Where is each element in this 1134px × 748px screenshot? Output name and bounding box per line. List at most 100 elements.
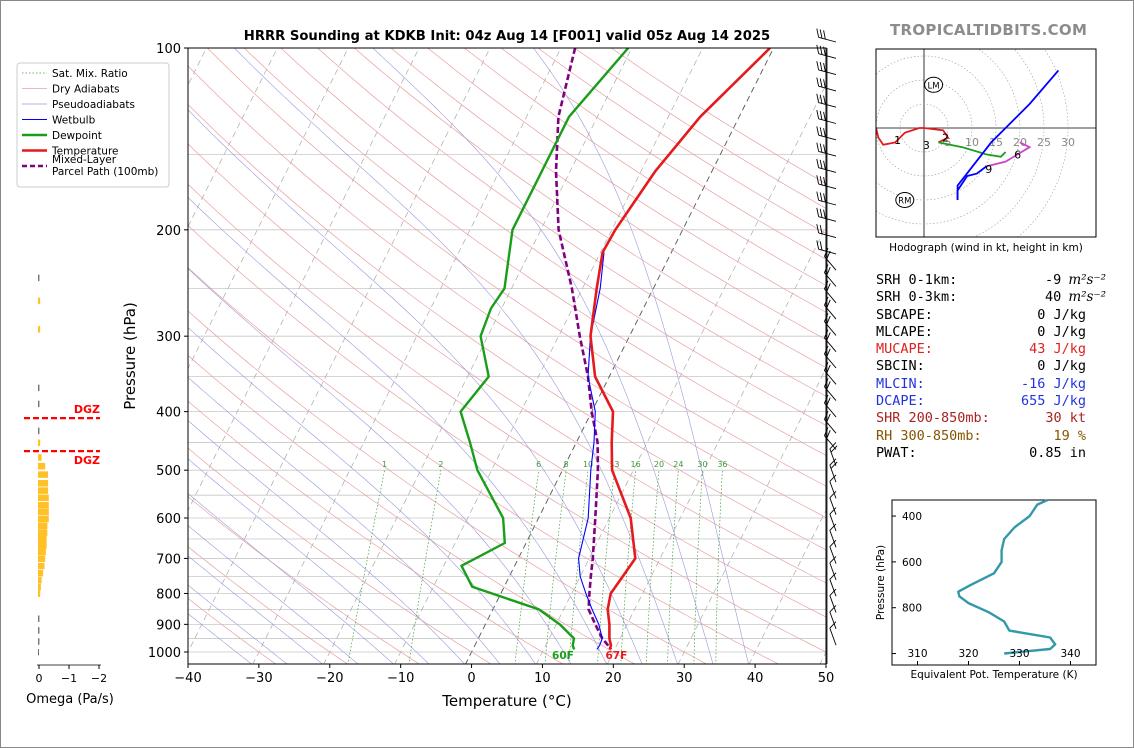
barb-flag [816, 175, 820, 185]
dry-adiabat [188, 447, 492, 664]
barb-flag [826, 381, 831, 390]
barb-flag [816, 109, 820, 119]
barb-flag [824, 362, 829, 371]
isotherm-line [536, 84, 826, 664]
barb-flag [823, 95, 826, 105]
barb-flag [826, 413, 831, 423]
mixing-ratio-line [568, 470, 589, 664]
barb-flag [826, 250, 831, 260]
theta-e-x-label: Equivalent Pot. Temperature (K) [910, 669, 1077, 681]
isotherm-line [188, 48, 420, 512]
barb-flag [819, 224, 823, 234]
mixing-ratio-label: 8 [564, 460, 569, 469]
barb-flag [826, 364, 831, 374]
wind-barb [829, 507, 837, 532]
dry-adiabat [188, 400, 564, 664]
wind-barb [824, 345, 837, 369]
barb-flag [816, 77, 820, 87]
dry-adiabat [390, 48, 826, 341]
stat-label: MLCAPE: [876, 323, 933, 340]
barb-flag [830, 461, 838, 469]
barb-flag [829, 490, 837, 499]
stat-row: RH 300-850mb: 19 % [876, 428, 1106, 445]
omega-bar [38, 570, 44, 577]
wind-barb [829, 572, 837, 597]
stat-row: MUCAPE: 43 J/kg [876, 341, 1106, 358]
theta-e-y-tick-label: 800 [902, 603, 922, 615]
barb-flag [816, 142, 820, 152]
barb-flag [819, 241, 823, 251]
barb-flag [823, 111, 826, 121]
dry-adiabat [353, 48, 826, 368]
barb-flag [819, 127, 823, 137]
barb-flag [829, 605, 837, 613]
moist-adiabat [188, 555, 323, 664]
wind-barb [824, 313, 837, 336]
omega-bar [38, 577, 42, 584]
barb-flag [829, 572, 837, 580]
hodo-height-label: 9 [985, 163, 992, 176]
y-tick-label: 800 [156, 587, 181, 602]
y-tick-label: 200 [156, 224, 181, 239]
hodo-height-label: 2 [942, 132, 949, 145]
wind-barb [824, 411, 837, 434]
barb-flag [816, 224, 820, 234]
omega-axis-label: Omega (Pa/s) [26, 692, 114, 707]
omega-bar [38, 384, 40, 392]
theta-e-x-tick-label: 340 [1060, 648, 1080, 660]
barb-flag [824, 329, 829, 339]
barb-flag [826, 299, 831, 309]
dry-adiabat [188, 183, 826, 618]
barb-flag [819, 45, 823, 55]
hodo-trace [876, 127, 950, 146]
barb-flag [824, 427, 829, 436]
barb-flag [823, 193, 826, 203]
wind-barb [816, 224, 837, 239]
legend-label: Wetbulb [52, 115, 96, 127]
omega-bar [38, 615, 40, 622]
omega-bar [38, 548, 46, 556]
legend: Sat. Mix. Ratio Dry Adiabats Pseudoadiabat… [16, 62, 170, 188]
mixing-ratio-line [347, 470, 385, 664]
wind-barb [824, 427, 837, 450]
x-tick-label: −30 [245, 671, 272, 686]
omega-bar [38, 427, 40, 435]
hodo-ring-label: 25 [1037, 136, 1051, 149]
wind-barb [824, 296, 837, 320]
barb-flag [824, 345, 829, 355]
stat-value: 40 m²s⁻² [1045, 289, 1106, 306]
wind-barb [829, 474, 837, 499]
barb-shaft [829, 497, 837, 515]
omega-bar [38, 439, 41, 447]
wind-barb [816, 240, 837, 255]
hodo-caption: Hodograph (wind in kt, height in km) [889, 242, 1083, 254]
hodo-height-label: 1 [894, 134, 901, 147]
mixing-ratio-label: 16 [631, 460, 641, 469]
theta-e-x-tick-label: 330 [1009, 648, 1029, 660]
stat-label: SHR 200-850mb: [876, 410, 990, 427]
chart-title: HRRR Sounding at KDKB Init: 04z Aug 14 [… [244, 29, 770, 44]
mixing-ratio-label: 6 [536, 460, 541, 469]
barb-flag [819, 176, 823, 186]
x-tick-label: 10 [534, 671, 551, 686]
barb-flag [823, 177, 826, 186]
barb-shaft [829, 513, 837, 532]
stat-value: 0 J/kg [1037, 307, 1086, 324]
moist-adiabat [188, 525, 359, 664]
barb-flag [823, 46, 826, 56]
wind-barb [816, 175, 837, 190]
barb-flag [823, 79, 826, 89]
stat-number: 43 J/kg [1029, 341, 1086, 358]
barb-flag [819, 159, 823, 169]
hodo-trace [956, 165, 987, 200]
stat-label: SBCIN: [876, 358, 925, 375]
hodo-trace [986, 141, 1032, 168]
wind-barb [829, 539, 837, 564]
mixing-ratio-line [715, 470, 723, 664]
barb-shaft [829, 448, 837, 466]
wind-barb [816, 28, 837, 43]
wind-barb [829, 605, 837, 629]
omega-tick-label: 0 [36, 672, 43, 685]
stat-number: 30 kt [1045, 410, 1086, 427]
hodo-ring-label: 15 [989, 136, 1003, 149]
